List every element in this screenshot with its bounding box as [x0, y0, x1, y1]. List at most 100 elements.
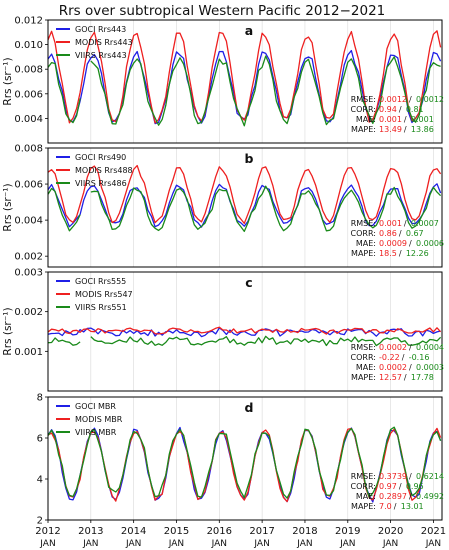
stat-separator: /: [399, 249, 402, 258]
stat-value-viirs: 0.0003: [416, 363, 444, 372]
legend-entry: MODIS Rrs443: [75, 38, 133, 47]
stat-separator: /: [409, 95, 412, 104]
stat-separator: /: [402, 353, 405, 362]
panel-b: 0.002 0.004 0.006 0.008 Rrs (sr⁻¹) GOCI Rrs49…: [2, 144, 444, 268]
stat-label: MAE:: [356, 363, 376, 372]
series-line: [90, 55, 441, 127]
x-tick-year: 2014: [121, 526, 146, 537]
plot-frame: [47, 396, 443, 521]
stat-value-modis: 7.0: [379, 502, 392, 511]
stat-separator: /: [404, 115, 407, 124]
legend-entry: VIIRS Rrs551: [75, 303, 127, 312]
stat-value-modis: 0.0002: [379, 343, 407, 352]
y-tick-label: 0.004: [14, 216, 43, 227]
stat-value-modis: 0.3739: [379, 472, 407, 481]
x-tick-year: 2021: [421, 526, 446, 537]
stat-value-viirs: 0.81: [406, 105, 424, 114]
stat-label: MAPE:: [351, 125, 376, 134]
stat-value-modis: 0.0009: [379, 239, 407, 248]
panel-a: 0.004 0.006 0.008 0.010 0.012 Rrs (sr⁻¹) GOCI …: [2, 16, 444, 144]
x-tick-month: JAN: [168, 539, 184, 549]
stat-value-modis: 13.49: [379, 125, 402, 134]
y-axis-label: Rrs (sr⁻¹): [2, 57, 14, 105]
series-line: [47, 427, 442, 503]
x-tick-year: 2017: [249, 526, 274, 537]
stat-label: MAPE:: [351, 373, 376, 382]
y-tick-label: 0.010: [14, 40, 43, 51]
stat-value-modis: 0.0012: [379, 95, 407, 104]
x-tick-month: JAN: [253, 539, 269, 549]
x-tick-year: 2013: [78, 526, 103, 537]
stat-label: CORR:: [351, 105, 376, 114]
series-line: [47, 187, 81, 232]
y-tick-label: 0.002: [14, 252, 43, 263]
series-line: [90, 185, 442, 233]
x-tick-month: JAN: [39, 539, 55, 549]
y-tick-label: 0.003: [14, 268, 43, 279]
series-line: [90, 335, 442, 347]
legend: GOCI Rrs490 MODIS Rrs488 VIIRS Rrs486: [56, 153, 133, 188]
stat-label: MAE:: [356, 239, 376, 248]
legend-entry: GOCI MBR: [75, 402, 116, 411]
stat-value-viirs: 13.86: [411, 125, 434, 134]
stat-label: RMSE:: [351, 472, 376, 481]
stat-value-modis: -0.22: [379, 353, 400, 362]
x-tick-month: JAN: [125, 539, 141, 549]
legend-entry: GOCI Rrs443: [75, 25, 126, 34]
stat-value-viirs: 0.0012: [416, 95, 444, 104]
y-tick-label: 0.012: [14, 16, 43, 27]
y-tick-label: 0.008: [14, 144, 43, 155]
stat-value-viirs: 0.67: [406, 229, 424, 238]
plot-frame: [47, 271, 443, 392]
legend-entry: GOCI Rrs555: [75, 277, 126, 286]
y-tick-label: 4: [37, 475, 43, 486]
stat-value-viirs: 0.4992: [416, 492, 444, 501]
plot-frame: [47, 147, 443, 268]
panels-group: 0.004 0.006 0.008 0.010 0.012 Rrs (sr⁻¹) GOCI …: [2, 16, 444, 527]
stat-separator: /: [404, 373, 407, 382]
stat-value-viirs: -0.16: [409, 353, 430, 362]
stat-separator: /: [394, 502, 397, 511]
stat-value-modis: 0.001: [379, 219, 402, 228]
stat-label: MAPE:: [351, 502, 376, 511]
y-tick-label: 8: [37, 393, 43, 404]
x-tick-month: JAN: [382, 539, 398, 549]
stat-value-modis: 0.001: [379, 115, 402, 124]
x-tick-year: 2019: [335, 526, 360, 537]
stat-value-modis: 0.97: [379, 482, 397, 491]
series-line: [47, 164, 442, 225]
stat-label: CORR:: [351, 353, 376, 362]
stat-value-viirs: 17.78: [411, 373, 434, 382]
plot-frame: [47, 19, 443, 144]
stat-value-viirs: 0.96: [406, 482, 424, 491]
stat-label: CORR:: [351, 482, 376, 491]
legend-entry: VIIRS Rrs486: [75, 179, 127, 188]
x-tick-year: 2015: [164, 526, 189, 537]
legend: GOCI MBR MODIS MBR VIIRS MBR: [56, 402, 123, 437]
y-tick-label: 0.006: [14, 180, 43, 191]
x-tick-month: JAN: [339, 539, 355, 549]
x-tick-year: 2018: [292, 526, 317, 537]
y-tick-label: 0.001: [14, 347, 43, 358]
series-line: [47, 326, 442, 335]
panel-label: d: [245, 400, 254, 415]
y-tick-label: 0.006: [14, 89, 43, 100]
stat-value-viirs: 0.0004: [416, 343, 444, 352]
stat-label: RMSE:: [351, 219, 376, 228]
series-line: [47, 337, 81, 346]
figure-title: Rrs over subtropical Western Pacific 201…: [59, 3, 386, 19]
y-tick-label: 6: [37, 434, 43, 445]
legend-entry: VIIRS MBR: [75, 428, 117, 437]
stat-value-viirs: 12.26: [406, 249, 429, 258]
stat-value-modis: 0.2897: [379, 492, 407, 501]
panel-d: 2 4 6 8 GOCI MBR MODIS MBR VIIRS MBR d RMSE: 0.37…: [37, 393, 444, 527]
x-tick-year: 2012: [35, 526, 60, 537]
stat-separator: /: [409, 363, 412, 372]
panel-label: c: [245, 275, 252, 290]
stat-separator: /: [399, 482, 402, 491]
stat-separator: /: [409, 492, 412, 501]
